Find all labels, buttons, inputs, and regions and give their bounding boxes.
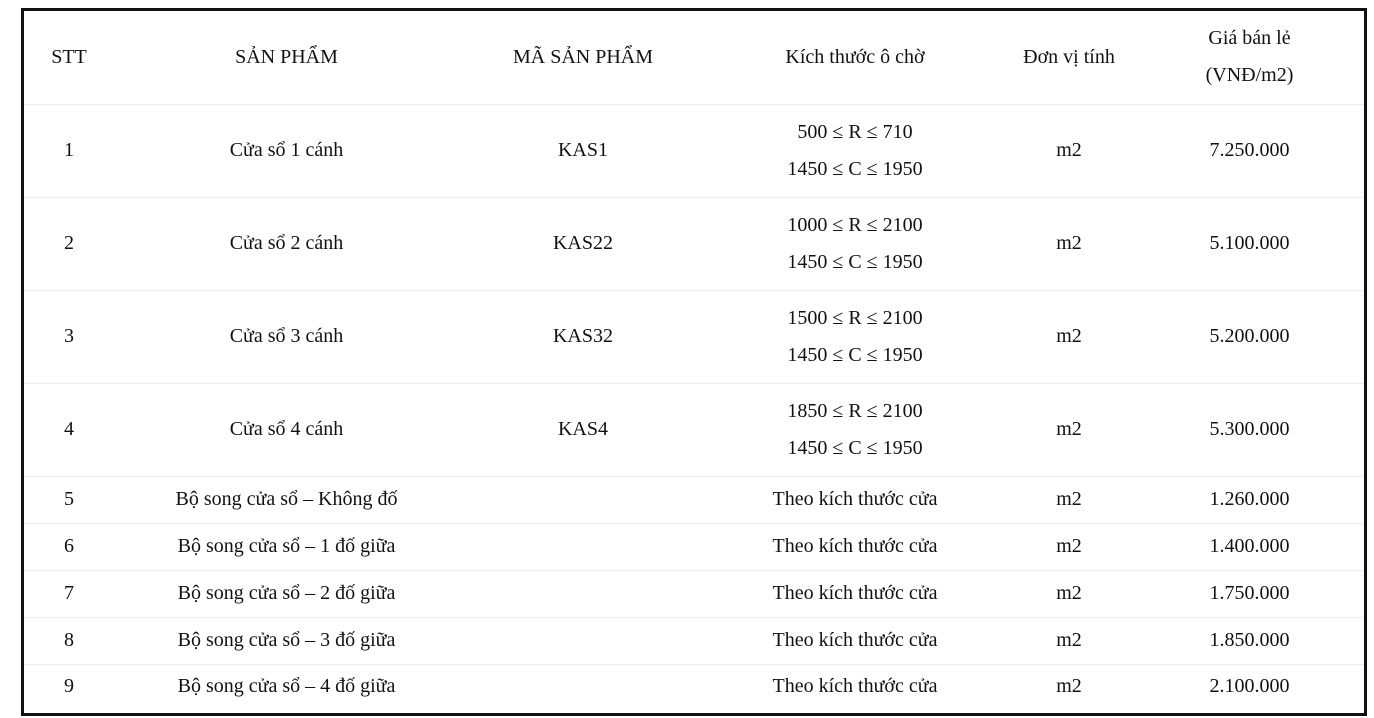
cell-size: Theo kích thước cửa [707,476,1003,524]
cell-size: 1000 ≤ R ≤ 2100 1450 ≤ C ≤ 1950 [707,197,1003,291]
header-price-line2: (VNĐ/m2) [1205,64,1294,87]
cell-stt: 3 [24,290,114,384]
cell-product: Cửa sổ 3 cánh [114,290,459,384]
table-header-row: STT SẢN PHẨM MÃ SẢN PHẨM Kích thước ô ch… [24,11,1364,105]
cell-unit: m2 [1003,523,1135,571]
header-unit: Đơn vị tính [1003,11,1135,105]
cell-product: Bộ song cửa sổ – 3 đố giữa [114,617,459,665]
cell-code [459,570,707,618]
cell-product: Bộ song cửa sổ – 4 đố giữa [177,675,396,698]
cell-size-height: 1450 ≤ C ≤ 1950 [787,250,923,273]
cell-code: KAS1 [459,104,707,198]
cell-size: Theo kích thước cửa [707,570,1003,618]
header-code: MÃ SẢN PHẨM [459,11,707,105]
header-price: Giá bán lẻ (VNĐ/m2) [1135,11,1364,105]
table-row: 5 Bộ song cửa sổ – Không đố Theo kích th… [24,476,1364,524]
header-size: Kích thước ô chờ [707,11,1003,105]
table-row: 8 Bộ song cửa sổ – 3 đố giữa Theo kích t… [24,617,1364,665]
table-row: 2 Cửa sổ 2 cánh KAS22 1000 ≤ R ≤ 2100 14… [24,197,1364,291]
header-price-line1: Giá bán lẻ [1208,27,1291,50]
cell-size-height: 1450 ≤ C ≤ 1950 [787,343,923,366]
cell-price: 5.200.000 [1135,290,1364,384]
table-row: 3 Cửa sổ 3 cánh KAS32 1500 ≤ R ≤ 2100 14… [24,290,1364,384]
cell-unit: m2 [1003,197,1135,291]
cell-size: Theo kích thước cửa [707,617,1003,665]
cell-product: Bộ song cửa sổ – Không đố [114,476,459,524]
cell-unit: m2 [1003,383,1135,477]
cell-price: 1.850.000 [1135,617,1364,665]
cell-unit: m2 [1003,570,1135,618]
cell-code: KAS22 [459,197,707,291]
cell-code [459,617,707,665]
table-row: 9 Bộ song cửa sổ – 4 đố giữa Theo kích t… [24,664,1364,709]
table-row: 4 Cửa sổ 4 cánh KAS4 1850 ≤ R ≤ 2100 145… [24,383,1364,477]
cell-price: 5.300.000 [1135,383,1364,477]
cell-stt: 2 [24,197,114,291]
header-product: SẢN PHẨM [114,11,459,105]
cell-size: Theo kích thước cửa [772,675,938,698]
cell-unit: m2 [1003,476,1135,524]
cell-size: Theo kích thước cửa [707,523,1003,571]
cell-stt: 9 [64,675,74,698]
cell-stt: 5 [24,476,114,524]
cell-price: 7.250.000 [1135,104,1364,198]
cell-price: 5.100.000 [1135,197,1364,291]
cell-size-width: 500 ≤ R ≤ 710 [797,120,913,143]
cell-price: 1.400.000 [1135,523,1364,571]
cell-size-width: 1850 ≤ R ≤ 2100 [787,399,923,422]
cell-size-height: 1450 ≤ C ≤ 1950 [787,436,923,459]
cell-product: Bộ song cửa sổ – 2 đố giữa [114,570,459,618]
cell-code [459,476,707,524]
price-table: STT SẢN PHẨM MÃ SẢN PHẨM Kích thước ô ch… [24,11,1364,709]
cell-product: Cửa sổ 1 cánh [114,104,459,198]
cell-code: KAS4 [459,383,707,477]
cell-unit: m2 [1003,617,1135,665]
header-stt: STT [24,11,114,105]
cell-code [459,523,707,571]
cell-size: 1500 ≤ R ≤ 2100 1450 ≤ C ≤ 1950 [707,290,1003,384]
cell-code [459,664,707,709]
cell-size-height: 1450 ≤ C ≤ 1950 [787,157,923,180]
cell-unit: m2 [1003,104,1135,198]
cell-size: 1850 ≤ R ≤ 2100 1450 ≤ C ≤ 1950 [707,383,1003,477]
cell-stt: 8 [24,617,114,665]
cell-stt: 6 [24,523,114,571]
cell-size-width: 1500 ≤ R ≤ 2100 [787,306,923,329]
price-table-frame: STT SẢN PHẨM MÃ SẢN PHẨM Kích thước ô ch… [21,8,1367,716]
cell-size: 500 ≤ R ≤ 710 1450 ≤ C ≤ 1950 [707,104,1003,198]
cell-price: 2.100.000 [1209,675,1290,698]
cell-stt: 1 [24,104,114,198]
cell-price: 1.260.000 [1135,476,1364,524]
cell-stt: 7 [24,570,114,618]
table-row: 1 Cửa sổ 1 cánh KAS1 500 ≤ R ≤ 710 1450 … [24,104,1364,198]
cell-product: Cửa sổ 2 cánh [114,197,459,291]
cell-stt: 4 [24,383,114,477]
cell-unit: m2 [1056,675,1082,698]
cell-product: Cửa sổ 4 cánh [114,383,459,477]
cell-code: KAS32 [459,290,707,384]
cell-size-width: 1000 ≤ R ≤ 2100 [787,213,923,236]
cell-product: Bộ song cửa sổ – 1 đố giữa [114,523,459,571]
cell-price: 1.750.000 [1135,570,1364,618]
table-row: 7 Bộ song cửa sổ – 2 đố giữa Theo kích t… [24,570,1364,618]
table-row: 6 Bộ song cửa sổ – 1 đố giữa Theo kích t… [24,523,1364,571]
cell-unit: m2 [1003,290,1135,384]
